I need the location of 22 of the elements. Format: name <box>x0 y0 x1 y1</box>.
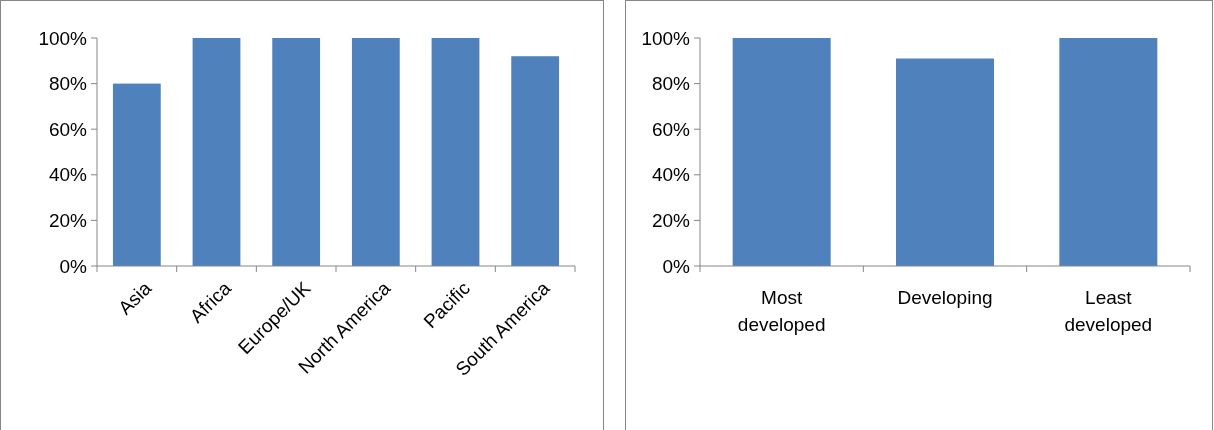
x-tick-label: Asia <box>114 277 156 319</box>
y-tick-label: 80% <box>651 73 691 95</box>
y-tick-label: 40% <box>651 164 691 186</box>
y-tick-label: 80% <box>48 73 88 95</box>
bar <box>192 38 241 266</box>
y-tick-label: 40% <box>48 164 88 186</box>
x-tick-label: Most developed <box>737 287 826 335</box>
bar <box>112 83 161 266</box>
y-tick-label: 20% <box>48 209 88 231</box>
bar <box>431 38 480 266</box>
y-tick-label: 60% <box>651 118 691 140</box>
x-tick-label: Developing <box>897 287 993 308</box>
y-tick-label: 20% <box>651 209 691 231</box>
y-tick-label: 100% <box>641 27 691 49</box>
y-tick-label: 0% <box>59 255 88 277</box>
bar <box>351 38 400 266</box>
x-tick-label: Least developed <box>1064 287 1153 335</box>
y-tick-label: 0% <box>662 255 691 277</box>
y-tick-label: 100% <box>38 27 88 49</box>
bar <box>511 56 560 266</box>
y-tick-label: 60% <box>48 118 88 140</box>
bar <box>272 38 321 266</box>
